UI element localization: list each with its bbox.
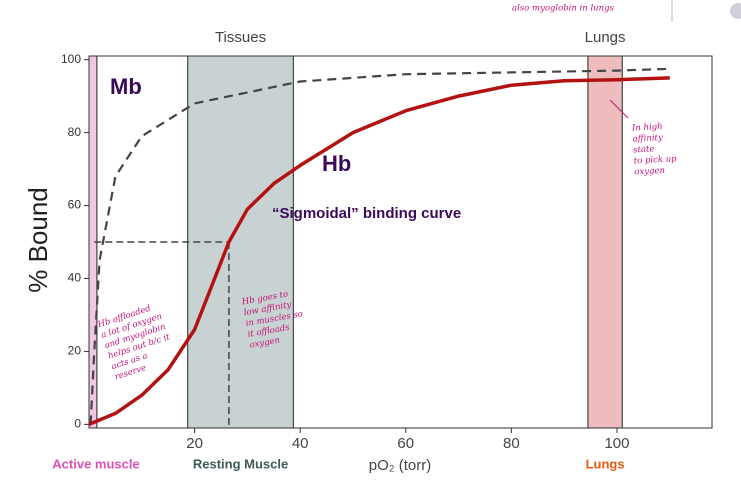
x-tick-label: 40 <box>292 435 309 452</box>
x-tick-label: 20 <box>186 435 203 452</box>
region-label: Lungs <box>585 29 626 46</box>
band-label: Lungs <box>586 456 625 471</box>
x-tick-label: 80 <box>503 435 520 452</box>
note-pointer <box>609 99 629 119</box>
y-tick-label: 20 <box>68 344 82 358</box>
y-tick-label: 100 <box>61 52 81 66</box>
x-tick-label: 60 <box>397 435 414 452</box>
y-tick-label: 80 <box>68 125 82 139</box>
region-label: Tissues <box>215 29 266 46</box>
band-label: Active muscle <box>52 456 139 471</box>
x-tick-label: 100 <box>604 435 629 452</box>
curve <box>88 76 670 427</box>
x-axis-label: pO₂ (torr) <box>369 457 432 474</box>
band <box>187 55 294 429</box>
band <box>587 55 623 429</box>
band-label: Resting Muscle <box>193 456 288 471</box>
y-tick-label: 60 <box>68 198 82 212</box>
y-tick-label: 40 <box>68 271 82 285</box>
note-line: state <box>633 144 655 155</box>
plot-frame <box>88 55 713 429</box>
series-label: Hb <box>322 151 351 176</box>
note: also myoglobin in lungs <box>512 4 615 14</box>
note-line: In high <box>631 122 663 134</box>
curve-label: “Sigmoidal” binding curve <box>272 205 461 222</box>
corner-dot <box>730 3 741 19</box>
note-line: oxygen <box>634 166 665 178</box>
note-line: also myoglobin in lungs <box>512 4 615 14</box>
note-line: to pick up <box>633 154 677 166</box>
note-line: affinity <box>632 133 663 145</box>
series-label: Mb <box>110 74 142 99</box>
y-tick-label: 0 <box>74 417 81 431</box>
y-axis-label: % Bound <box>23 187 53 293</box>
